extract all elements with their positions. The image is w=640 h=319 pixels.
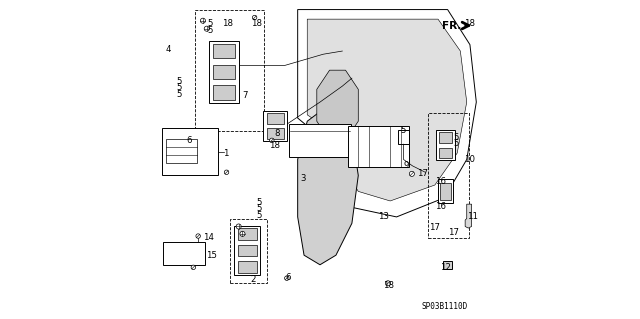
Polygon shape [307, 19, 467, 201]
Bar [195, 10, 264, 131]
Text: 5: 5 [454, 139, 460, 148]
Text: 5: 5 [177, 90, 182, 99]
Circle shape [200, 18, 205, 23]
Text: 17: 17 [429, 223, 440, 232]
Text: 5: 5 [257, 198, 262, 207]
Bar [213, 65, 236, 79]
Circle shape [196, 234, 200, 238]
Bar [234, 226, 260, 275]
Text: 5: 5 [257, 204, 262, 213]
Text: 10: 10 [464, 155, 475, 164]
Text: 5: 5 [257, 211, 262, 220]
Bar [436, 130, 454, 160]
Text: 8: 8 [274, 130, 280, 138]
Bar [213, 44, 236, 58]
Text: 5: 5 [207, 26, 212, 35]
Text: 9: 9 [403, 161, 409, 170]
Bar [438, 148, 452, 158]
Text: 5: 5 [207, 19, 212, 28]
Bar [234, 226, 260, 275]
Text: SP03B1110D: SP03B1110D [422, 302, 468, 311]
Circle shape [410, 171, 415, 176]
Bar [166, 139, 196, 163]
Text: 12: 12 [440, 263, 451, 272]
Text: 18: 18 [383, 281, 394, 290]
Bar [238, 245, 257, 256]
Circle shape [191, 265, 196, 270]
Text: 1: 1 [223, 149, 228, 158]
Bar [267, 129, 284, 139]
Circle shape [285, 276, 289, 280]
Text: 17: 17 [449, 228, 460, 237]
Text: 14: 14 [203, 233, 214, 242]
Text: FR.: FR. [442, 20, 461, 31]
Text: 5: 5 [177, 77, 182, 86]
Bar [440, 183, 451, 200]
Bar [289, 123, 351, 157]
Bar [398, 130, 409, 144]
Bar [438, 179, 453, 204]
Text: 3: 3 [301, 174, 306, 182]
Text: 17: 17 [417, 169, 428, 178]
Text: 5: 5 [454, 133, 460, 142]
Bar [348, 126, 409, 167]
Bar [436, 130, 454, 160]
Bar [267, 113, 284, 123]
Bar [163, 128, 218, 175]
Text: 5: 5 [401, 126, 406, 135]
Bar [230, 219, 267, 283]
Text: 15: 15 [206, 251, 217, 260]
Circle shape [269, 138, 274, 143]
Polygon shape [317, 70, 358, 140]
Text: 5: 5 [177, 83, 182, 92]
Text: 7: 7 [243, 91, 248, 100]
Bar [163, 242, 205, 265]
Bar [289, 123, 351, 157]
Polygon shape [465, 204, 472, 228]
Text: 4: 4 [166, 45, 172, 54]
Text: 13: 13 [378, 212, 389, 221]
Text: 16: 16 [435, 202, 446, 211]
Circle shape [204, 26, 209, 31]
Circle shape [385, 281, 390, 286]
Bar [238, 228, 257, 240]
Bar [209, 41, 239, 103]
Bar [163, 128, 218, 175]
Bar [213, 85, 236, 100]
Bar [443, 261, 452, 269]
Circle shape [236, 224, 241, 229]
Circle shape [252, 15, 257, 20]
Text: 18: 18 [269, 141, 280, 150]
Text: 6: 6 [285, 273, 291, 282]
Bar [428, 113, 469, 238]
Bar [264, 111, 287, 141]
Text: 18: 18 [222, 19, 233, 28]
Bar [238, 261, 257, 272]
Text: 11: 11 [467, 212, 478, 221]
Bar [209, 41, 239, 103]
Circle shape [224, 170, 228, 174]
Bar [264, 111, 287, 141]
Text: 2: 2 [250, 275, 256, 284]
Bar [438, 179, 453, 204]
Text: 18: 18 [251, 19, 262, 28]
Bar [348, 126, 409, 167]
Text: 6: 6 [186, 136, 192, 145]
Bar [438, 132, 452, 143]
Text: 16: 16 [435, 177, 446, 186]
Polygon shape [298, 112, 358, 265]
Circle shape [240, 231, 245, 236]
Text: 18: 18 [464, 19, 475, 28]
